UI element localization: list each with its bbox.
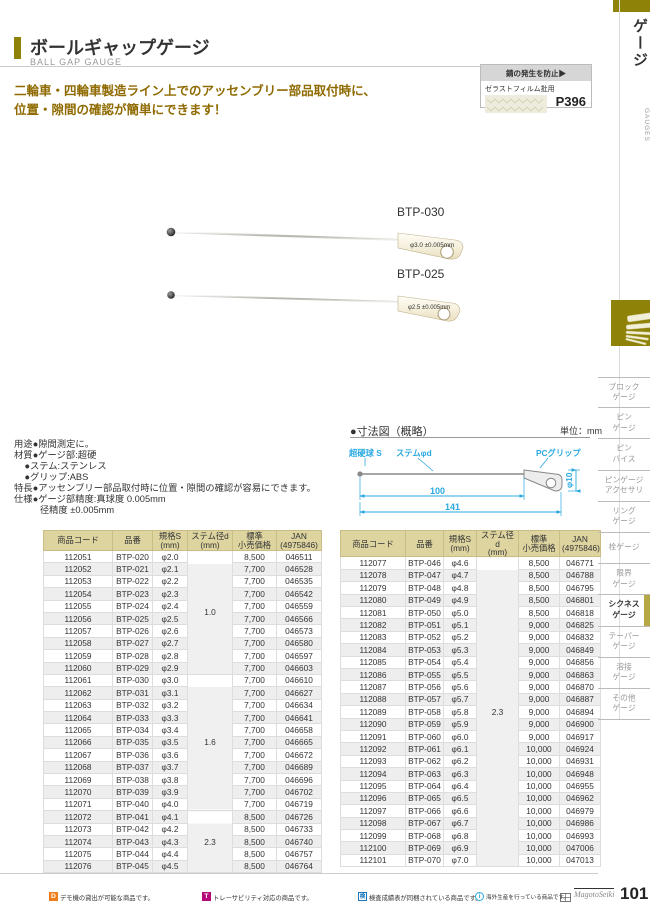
svg-text:ステムφd: ステムφd	[396, 448, 432, 458]
svg-text:100: 100	[430, 486, 445, 496]
svg-text:φ10: φ10	[564, 472, 574, 488]
svg-text:PCグリップ: PCグリップ	[536, 448, 581, 458]
svg-text:φ2.5 ±0.005mm: φ2.5 ±0.005mm	[408, 305, 450, 311]
svg-text:141: 141	[445, 502, 460, 512]
svg-text:φ3.0 ±0.005mm: φ3.0 ±0.005mm	[410, 242, 454, 249]
svg-text:超硬球 S: 超硬球 S	[348, 448, 382, 458]
